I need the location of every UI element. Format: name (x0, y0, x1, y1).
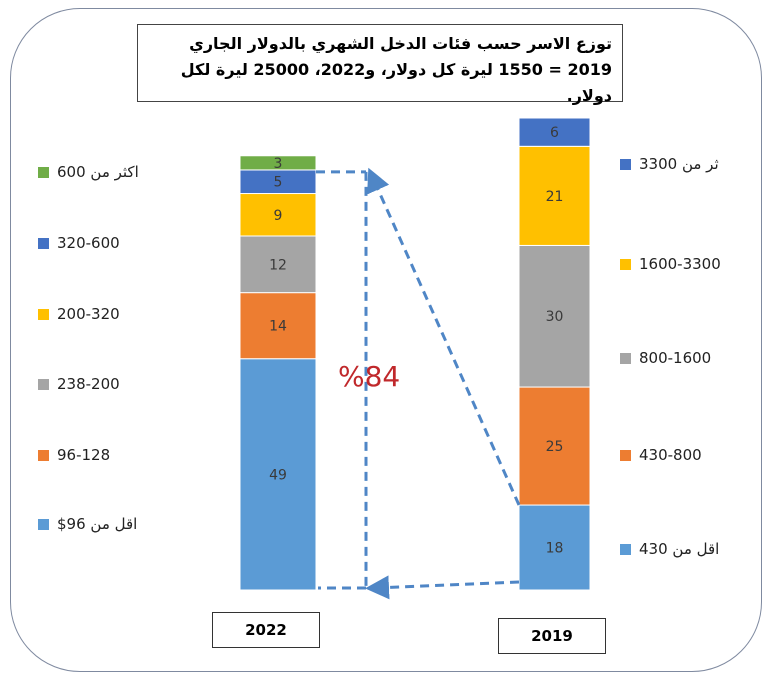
legend-label: 1600-3300 (639, 255, 721, 273)
data-label-2019-2: 30 (546, 309, 564, 325)
legend-label: اقل من 96$ (57, 515, 138, 533)
chart-frame (10, 8, 762, 672)
bar-segment-2022-0 (239, 358, 317, 591)
bar-segment-2019-0 (518, 504, 591, 591)
bar-segment-2019-3 (518, 145, 591, 246)
bar-segment-2019-2 (518, 244, 591, 388)
legend-2019-item-2: 800-1600 (620, 349, 711, 367)
bar-segment-2022-5 (239, 155, 317, 171)
data-label-2022-4: 5 (274, 175, 283, 191)
legend-2022-item-3: 238-200 (38, 375, 120, 393)
legend-label: 800-1600 (639, 349, 712, 367)
legend-swatch (38, 518, 49, 530)
data-label-2022-1: 14 (269, 319, 287, 335)
legend-label: 430-800 (639, 446, 702, 464)
data-label-2019-4: 6 (550, 125, 559, 141)
legend-2022-item-1: 320-600 (38, 234, 120, 252)
bar-segment-2019-4 (518, 117, 591, 147)
data-label-2019-3: 21 (546, 189, 564, 205)
data-label-2019-0: 18 (546, 541, 564, 557)
data-label-2022-2: 12 (269, 257, 287, 273)
legend-swatch (38, 166, 49, 178)
legend-label: 200-320 (57, 305, 120, 323)
legend-2019-item-0: ثر من 3300 (620, 155, 719, 173)
data-label-2022-5: 3 (274, 156, 283, 172)
bar-segment-2019-1 (518, 386, 591, 506)
legend-swatch (38, 378, 49, 390)
legend-swatch (620, 543, 631, 555)
legend-label: 320-600 (57, 234, 120, 252)
arrow-bottom-right (365, 575, 520, 600)
category-label-2022: 2022 (212, 612, 320, 648)
legend-2019-item-3: 430-800 (620, 446, 702, 464)
legend-2022-item-0: اكثر من 600 (38, 163, 139, 181)
legend-2019-item-4: اقل من 430 (620, 540, 719, 558)
data-label-2022-3: 9 (274, 208, 283, 224)
legend-swatch (38, 237, 49, 249)
category-label-2019: 2019 (498, 618, 606, 654)
data-label-2022-0: 49 (269, 467, 287, 483)
data-label-2019-1: 25 (546, 439, 564, 455)
legend-swatch (620, 449, 631, 461)
legend-label: ثر من 3300 (639, 155, 719, 173)
legend-label: اقل من 430 (639, 540, 720, 558)
legend-swatch (38, 308, 49, 320)
percent-annotation: %84 (338, 360, 401, 393)
legend-2022-item-5: اقل من 96$ (38, 515, 137, 533)
arrow-diagonal (367, 167, 521, 506)
chart-title: توزع الاسر حسب فئات الدخل الشهري بالدولا… (137, 24, 623, 105)
legend-swatch (620, 158, 631, 170)
legend-2022-item-2: 200-320 (38, 305, 120, 323)
legend-label: 96-128 (57, 446, 111, 464)
legend-2022-item-4: 96-128 (38, 446, 110, 464)
legend-label: اكثر من 600 (57, 163, 139, 181)
bar-segment-2022-1 (239, 292, 317, 360)
legend-swatch (38, 449, 49, 461)
legend-swatch (620, 258, 631, 270)
legend-label: 238-200 (57, 375, 120, 393)
legend-2019-item-1: 1600-3300 (620, 255, 721, 273)
legend-swatch (620, 352, 631, 364)
